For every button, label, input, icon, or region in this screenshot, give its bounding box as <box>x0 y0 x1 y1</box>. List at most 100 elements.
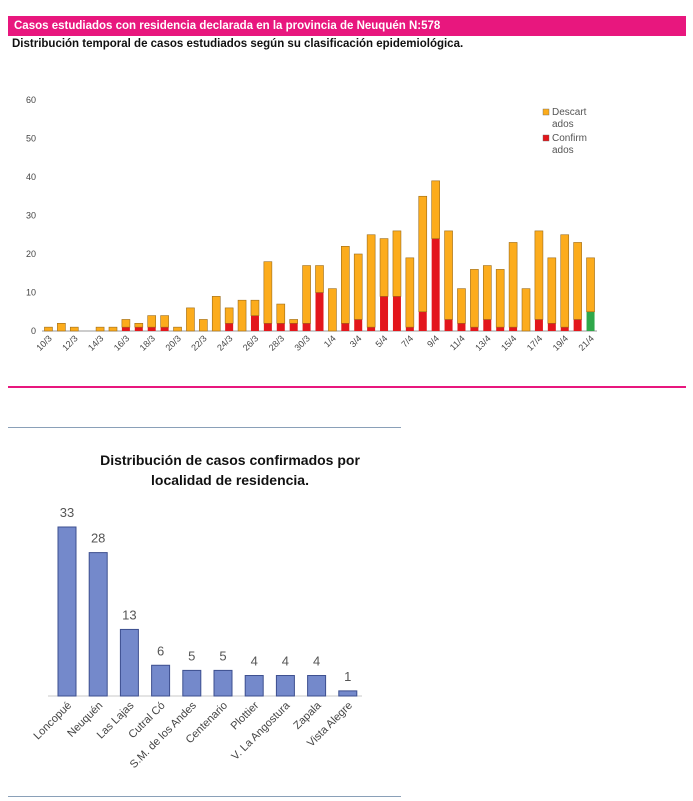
bar-segment-descartados <box>237 299 247 332</box>
bar-segment-confirmados <box>483 319 492 331</box>
bar-segment-confirmados <box>354 319 363 331</box>
bar-segment-descartados <box>379 238 389 297</box>
bar-value-label: 4 <box>313 654 320 669</box>
bar-segment-descartados <box>108 326 118 332</box>
bar-segment-descartados <box>95 326 105 332</box>
bar-segment-descartados <box>134 322 144 328</box>
bar-segment-confirmados <box>405 327 414 331</box>
bar-segment-descartados <box>586 257 595 313</box>
bar-segment-descartados <box>431 180 440 239</box>
bar-localidad <box>213 669 233 697</box>
bar-localidad <box>88 552 108 697</box>
chart2-title: Distribución de casos confirmados por lo… <box>100 452 360 488</box>
bar-segment-confirmados <box>250 315 259 331</box>
y-tick-label: 10 <box>26 288 36 298</box>
bar-segment-confirmados <box>315 292 324 331</box>
section-divider <box>8 386 686 388</box>
bar-value-label: 6 <box>157 643 164 658</box>
bar-segment-descartados <box>147 315 157 328</box>
chart2-bottom-rule <box>8 796 401 797</box>
bar-localidad <box>338 690 358 697</box>
category-label: Loncopué <box>31 700 74 743</box>
bar-segment-confirmados <box>457 323 466 331</box>
bar-segment-confirmados <box>276 323 285 331</box>
bar-segment-descartados <box>534 230 544 320</box>
bar-segment-descartados <box>457 288 466 324</box>
bar-segment-confirmados <box>444 319 453 331</box>
bar-segment-descartados <box>289 319 298 324</box>
y-tick-label: 40 <box>26 172 36 182</box>
legend-label: ados <box>552 145 574 156</box>
bar-segment-descartados <box>482 265 492 320</box>
bar-segment-confirmados <box>470 327 479 331</box>
bar-segment-descartados <box>315 265 324 293</box>
bar-value-label: 28 <box>91 531 105 546</box>
bar-localidad <box>119 628 139 697</box>
bar-value-label: 33 <box>60 505 74 520</box>
bar-segment-confirmados <box>147 327 156 331</box>
bar-segment-descartados <box>211 296 221 332</box>
bar-segment-confirmados <box>534 319 543 331</box>
bar-localidad <box>182 669 202 697</box>
bar-segment-confirmados <box>392 296 401 331</box>
bar-segment-confirmados <box>496 327 505 331</box>
bar-segment-descartados <box>302 265 311 324</box>
bar-localidad <box>244 675 264 697</box>
bar-segment-descartados <box>199 319 208 332</box>
bar-localidad <box>151 664 171 697</box>
bar-segment-descartados <box>186 307 195 332</box>
y-tick-label: 30 <box>26 211 36 221</box>
bar-segment-descartados <box>44 326 53 332</box>
bar-segment-descartados <box>224 307 234 324</box>
chart1-subtitle: Distribución temporal de casos estudiado… <box>12 38 464 50</box>
bar-value-label: 13 <box>122 607 136 622</box>
bar-segment-descartados <box>547 257 557 324</box>
y-tick-label: 0 <box>31 326 36 336</box>
legend-swatch <box>542 108 550 116</box>
bar-segment-confirmados <box>367 327 376 331</box>
bar-segment-descartados <box>160 315 169 328</box>
bar-segment-confirmados <box>302 323 311 331</box>
bar-segment-descartados <box>508 242 518 328</box>
bar-segment-confirmados <box>547 323 556 331</box>
bar-value-label: 5 <box>188 648 195 663</box>
legend-swatch <box>542 134 550 142</box>
bar-segment-descartados <box>353 253 363 320</box>
bar-segment-descartados <box>405 257 415 328</box>
bar-segment-descartados <box>495 269 505 328</box>
bar-segment-confirmados <box>380 296 389 331</box>
bar-segment-confirmados <box>263 323 272 331</box>
bar-segment-confirmados <box>509 327 518 331</box>
bar-segment-descartados <box>573 242 582 320</box>
bar-value-label: 4 <box>282 654 289 669</box>
bar-segment-confirmados <box>160 327 169 331</box>
bar-localidad <box>275 675 295 697</box>
bar-value-label: 4 <box>251 654 258 669</box>
bar-segment-descartados <box>121 319 131 328</box>
bar-segment-confirmados <box>418 311 427 331</box>
bar-segment-confirmados <box>289 323 298 331</box>
legend-label: Confirm <box>552 133 587 144</box>
bar-segment-descartados <box>173 326 182 332</box>
bar-segment-descartados <box>341 246 350 324</box>
bar-segment-descartados <box>328 288 337 332</box>
bar-segment-confirmados <box>225 323 234 331</box>
report-header-bar: Casos estudiados con residencia declarad… <box>8 16 686 36</box>
bar-segment-descartados <box>521 288 531 332</box>
bar-segment-confirmados <box>134 327 143 331</box>
bar-segment-descartados <box>392 230 402 297</box>
bar-segment-descartados <box>560 234 570 328</box>
bar-segment-descartados <box>444 230 453 320</box>
y-tick-label: 60 <box>26 95 36 105</box>
bar-segment-confirmados <box>341 323 350 331</box>
bar-segment-descartados <box>470 269 479 328</box>
bar-segment-green <box>586 311 595 331</box>
bar-value-label: 1 <box>344 669 351 684</box>
y-tick-label: 20 <box>26 249 36 259</box>
bar-segment-confirmados <box>431 238 440 331</box>
bar-value-label: 5 <box>219 648 226 663</box>
bar-segment-descartados <box>366 234 376 328</box>
bar-segment-confirmados <box>573 319 582 331</box>
bar-segment-descartados <box>250 299 260 316</box>
